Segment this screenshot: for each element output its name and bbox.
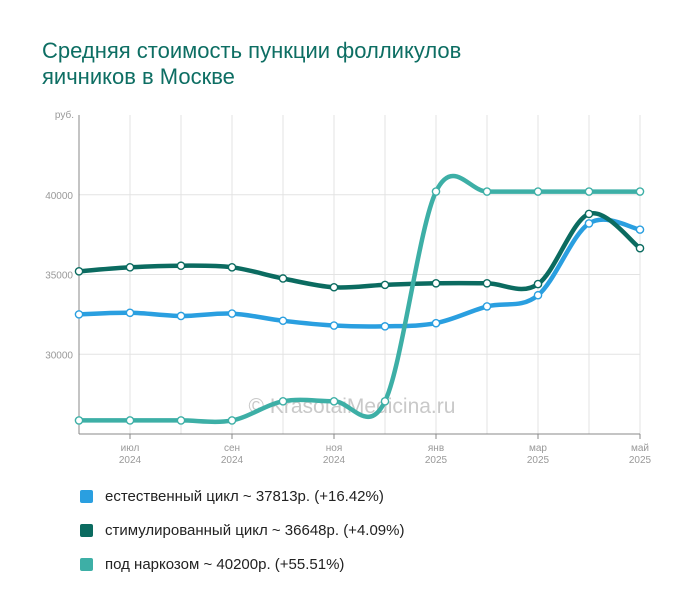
legend-swatch-anesthesia (80, 557, 93, 571)
grid-lines (78, 115, 641, 434)
data-point-natural[interactable] (329, 321, 339, 330)
legend-label-natural: естественный цикл ~ 37813р. (+16.42%) (105, 487, 384, 505)
data-point-anesthesia[interactable] (125, 416, 135, 425)
legend-label-stimulated: стимулированный цикл ~ 36648р. (+4.09%) (105, 521, 405, 539)
x-tick-label-year: 2025 (425, 455, 448, 466)
x-tick-label-month: май (631, 443, 649, 454)
x-tick-label-month: янв (428, 443, 444, 454)
legend-item-natural[interactable]: естественный цикл ~ 37813р. (+16.42%) (80, 485, 404, 507)
series-points (74, 187, 645, 425)
data-point-natural[interactable] (176, 311, 186, 321)
chart-title: Средняя стоимость пункции фолликулов яич… (42, 38, 642, 90)
data-point-anesthesia[interactable] (584, 187, 594, 196)
data-point-stimulated[interactable] (227, 263, 237, 272)
data-point-stimulated[interactable] (482, 278, 492, 288)
data-point-anesthesia[interactable] (380, 397, 390, 406)
data-point-anesthesia[interactable] (431, 187, 441, 196)
data-point-natural[interactable] (278, 316, 288, 326)
data-point-stimulated[interactable] (431, 278, 441, 288)
data-point-anesthesia[interactable] (635, 187, 645, 196)
data-point-natural[interactable] (533, 290, 543, 300)
x-tick-label-month: ноя (326, 443, 343, 454)
series-line-stimulated (76, 211, 643, 292)
y-tick-label: 35000 (45, 271, 73, 282)
x-tick-label-year: 2024 (119, 455, 142, 466)
data-point-anesthesia[interactable] (227, 416, 237, 425)
data-point-anesthesia[interactable] (74, 416, 84, 425)
data-point-natural[interactable] (635, 225, 645, 234)
data-point-stimulated[interactable] (584, 209, 594, 219)
data-point-natural[interactable] (584, 219, 594, 228)
legend: естественный цикл ~ 37813р. (+16.42%) ст… (80, 485, 404, 587)
legend-swatch-natural (80, 489, 93, 503)
legend-swatch-stimulated (80, 523, 93, 537)
data-point-natural[interactable] (380, 322, 390, 331)
watermark: © KrasotaiMedicina.ru (249, 395, 456, 418)
data-point-stimulated[interactable] (329, 282, 339, 292)
series-lines (76, 173, 643, 425)
y-tick-label: 40000 (45, 191, 73, 202)
x-tick-label-month: июл (121, 443, 140, 454)
data-point-natural[interactable] (482, 302, 492, 311)
axes: руб.300003500040000июл2024сен2024ноя2024… (45, 109, 651, 466)
data-point-natural[interactable] (431, 318, 441, 328)
data-point-natural[interactable] (227, 309, 237, 318)
legend-item-stimulated[interactable]: стимулированный цикл ~ 36648р. (+4.09%) (80, 519, 404, 541)
x-tick-label-year: 2024 (323, 455, 346, 466)
data-point-stimulated[interactable] (74, 267, 84, 276)
y-tick-label: 30000 (45, 350, 73, 361)
data-point-natural[interactable] (74, 310, 84, 319)
data-point-anesthesia[interactable] (482, 187, 492, 196)
data-point-anesthesia[interactable] (176, 416, 186, 425)
x-tick-label-month: сен (224, 443, 240, 454)
legend-label-anesthesia: под наркозом ~ 40200р. (+55.51%) (105, 555, 345, 573)
series-line-natural (76, 217, 643, 329)
y-axis-unit: руб. (55, 109, 74, 121)
chart-title-line-2: яичников в Москве (42, 64, 235, 89)
data-point-stimulated[interactable] (380, 280, 390, 290)
x-tick-label-year: 2025 (527, 455, 550, 466)
data-point-anesthesia[interactable] (533, 187, 543, 196)
data-point-stimulated[interactable] (533, 279, 543, 289)
data-point-stimulated[interactable] (278, 274, 288, 283)
data-point-anesthesia[interactable] (278, 397, 288, 406)
x-tick-label-year: 2024 (221, 455, 244, 466)
x-tick-label-month: мар (529, 443, 547, 454)
x-tick-label-year: 2025 (629, 455, 652, 466)
chart-title-line-1: Средняя стоимость пункции фолликулов (42, 38, 462, 63)
series-line-anesthesia (76, 173, 643, 425)
data-point-stimulated[interactable] (635, 243, 645, 253)
data-point-stimulated[interactable] (125, 263, 135, 272)
data-point-stimulated[interactable] (176, 261, 186, 271)
data-point-anesthesia[interactable] (329, 397, 339, 406)
data-point-natural[interactable] (125, 308, 135, 318)
legend-item-anesthesia[interactable]: под наркозом ~ 40200р. (+55.51%) (80, 553, 404, 575)
